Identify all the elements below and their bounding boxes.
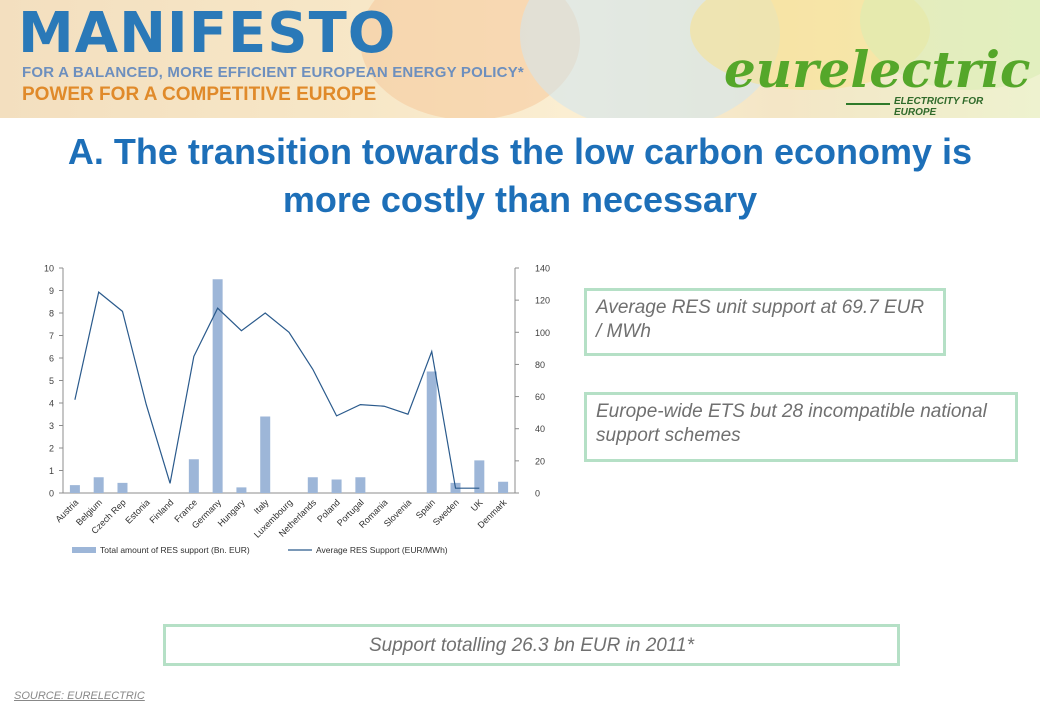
- y-right-tick-label: 80: [535, 360, 545, 370]
- y-right-tick-label: 40: [535, 424, 545, 434]
- bar-italy: [260, 416, 271, 493]
- y-left-tick-label: 5: [49, 376, 54, 386]
- ets-schemes-callout: Europe-wide ETS but 28 incompatible nati…: [584, 392, 1018, 462]
- y-left-tick-label: 4: [49, 399, 54, 409]
- legend-bar-label: Total amount of RES support (Bn. EUR): [100, 545, 250, 555]
- x-tick-label: Estonia: [123, 497, 151, 525]
- manifesto-title: MANIFESTO: [18, 1, 397, 66]
- y-right-tick-label: 100: [535, 328, 550, 338]
- bar-poland: [331, 479, 342, 493]
- logo-wordmark: eurelectric: [724, 40, 1031, 99]
- bar-spain: [426, 371, 437, 493]
- manifesto-subtitle: FOR A BALANCED, MORE EFFICIENT EUROPEAN …: [22, 64, 524, 81]
- res-unit-support-callout: Average RES unit support at 69.7 EUR / M…: [584, 288, 946, 356]
- y-left-tick-label: 2: [49, 444, 54, 454]
- x-tick-label: Finland: [148, 497, 176, 525]
- res-support-chart: 012345678910020406080100120140AustriaBel…: [44, 264, 550, 556]
- x-tick-label: UK: [469, 497, 485, 513]
- y-left-tick-label: 10: [44, 264, 54, 274]
- bar-austria: [69, 485, 80, 493]
- y-right-tick-label: 0: [535, 489, 540, 499]
- x-tick-label: Italy: [252, 497, 271, 516]
- y-right-tick-label: 20: [535, 456, 545, 466]
- legend-line-label: Average RES Support (EUR/MWh): [316, 545, 448, 555]
- bar-hungary: [236, 487, 247, 493]
- bar-belgium: [93, 477, 104, 493]
- y-left-tick-label: 3: [49, 421, 54, 431]
- y-left-tick-label: 8: [49, 309, 54, 319]
- eurelectric-logo: eurelectric ELECTRICITY FOR EUROPE: [716, 40, 1030, 118]
- bar-netherlands: [307, 477, 318, 493]
- logo-rule: [846, 103, 890, 105]
- y-right-tick-label: 140: [535, 264, 550, 274]
- y-right-tick-label: 60: [535, 392, 545, 402]
- y-left-tick-label: 9: [49, 286, 54, 296]
- x-tick-label: Sweden: [431, 497, 461, 527]
- bar-uk: [474, 460, 485, 493]
- manifesto-tagline: POWER FOR A COMPETITIVE EUROPE: [22, 84, 377, 105]
- y-left-tick-label: 1: [49, 466, 54, 476]
- legend-bar-swatch: [72, 547, 96, 553]
- bar-denmark: [498, 481, 509, 493]
- header-banner: MANIFESTO FOR A BALANCED, MORE EFFICIENT…: [0, 0, 1040, 118]
- y-left-tick-label: 7: [49, 331, 54, 341]
- x-tick-label: Hungary: [216, 497, 247, 528]
- y-right-tick-label: 120: [535, 296, 550, 306]
- y-left-tick-label: 0: [49, 489, 54, 499]
- source-note: SOURCE: EURELECTRIC: [14, 690, 145, 702]
- bar-france: [188, 459, 199, 493]
- bar-portugal: [355, 477, 366, 493]
- slide-headline: A. The transition towards the low carbon…: [67, 131, 973, 220]
- bar-germany: [212, 279, 223, 493]
- logo-tagline: ELECTRICITY FOR EUROPE: [894, 96, 984, 118]
- bar-czech-rep: [117, 482, 128, 493]
- y-left-tick-label: 6: [49, 354, 54, 364]
- average-res-support-line: [74, 291, 480, 489]
- support-total-callout: Support totalling 26.3 bn EUR in 2011*: [163, 624, 900, 666]
